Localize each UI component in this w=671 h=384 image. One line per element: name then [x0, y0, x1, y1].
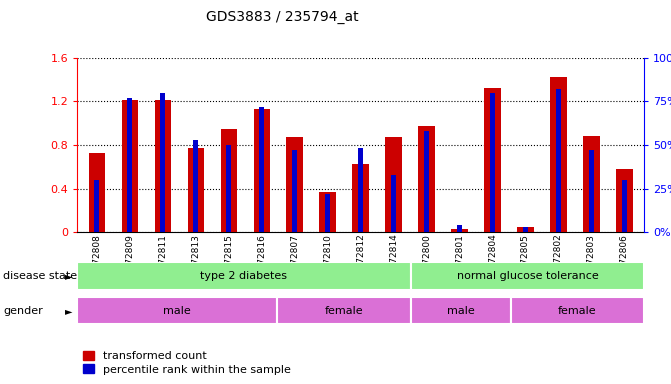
Bar [358, 149, 363, 232]
Text: type 2 diabetes: type 2 diabetes [201, 271, 287, 281]
Bar [418, 126, 435, 232]
Bar [411, 297, 511, 324]
Bar [550, 77, 567, 232]
Text: normal glucose tolerance: normal glucose tolerance [456, 271, 599, 281]
Bar [352, 164, 369, 232]
Bar [616, 169, 633, 232]
Bar [325, 194, 330, 232]
Bar [154, 100, 171, 232]
Bar [523, 227, 528, 232]
Bar [517, 227, 533, 232]
Bar [589, 150, 594, 232]
Bar [193, 140, 199, 232]
Bar [221, 129, 237, 232]
Bar [511, 297, 644, 324]
Text: male: male [447, 306, 474, 316]
Bar [121, 100, 138, 232]
Text: male: male [163, 306, 191, 316]
Bar [77, 262, 411, 290]
Text: GDS3883 / 235794_at: GDS3883 / 235794_at [205, 10, 358, 23]
Bar [457, 225, 462, 232]
Bar [160, 93, 165, 232]
Bar [490, 93, 495, 232]
Bar [452, 229, 468, 232]
Bar [127, 98, 132, 232]
Text: disease state: disease state [3, 271, 77, 281]
Bar [385, 137, 402, 232]
Bar [89, 152, 105, 232]
Bar [254, 109, 270, 232]
Bar [411, 262, 644, 290]
Bar [583, 136, 600, 232]
Bar [424, 131, 429, 232]
Bar [259, 106, 264, 232]
Text: female: female [558, 306, 597, 316]
Bar [319, 192, 336, 232]
Bar [484, 88, 501, 232]
Bar [287, 137, 303, 232]
Bar [293, 150, 297, 232]
Text: ►: ► [65, 306, 72, 316]
Text: ►: ► [65, 271, 72, 281]
Legend: transformed count, percentile rank within the sample: transformed count, percentile rank withi… [83, 351, 291, 375]
Bar [556, 89, 561, 232]
Bar [622, 180, 627, 232]
Text: female: female [325, 306, 363, 316]
Bar [77, 297, 277, 324]
Bar [95, 180, 99, 232]
Bar [391, 175, 396, 232]
Bar [226, 145, 231, 232]
Text: gender: gender [3, 306, 43, 316]
Bar [277, 297, 411, 324]
Bar [188, 148, 204, 232]
